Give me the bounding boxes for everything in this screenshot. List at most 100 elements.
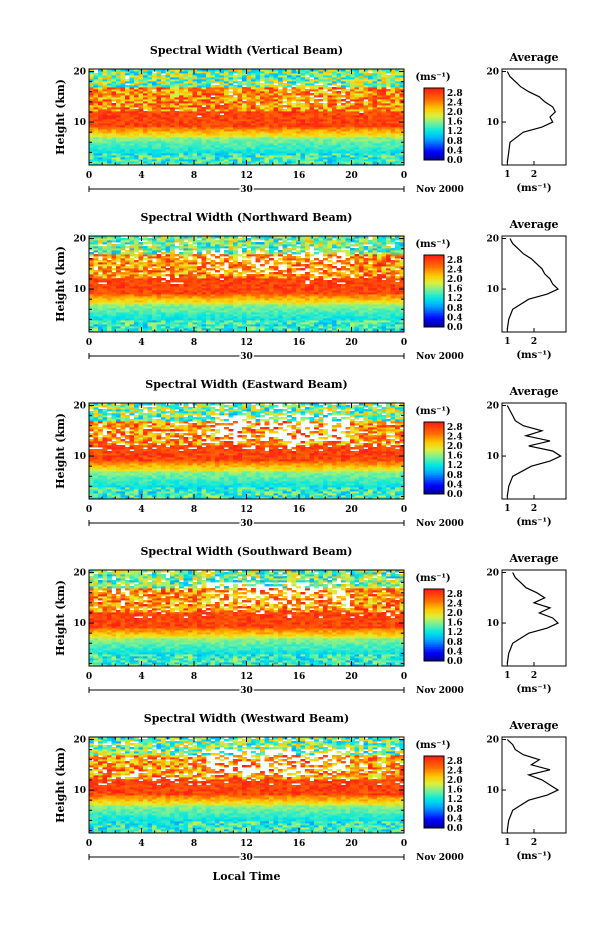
heatmap-cell — [224, 101, 229, 104]
heatmap-cell — [165, 326, 171, 329]
heatmap-cell — [395, 328, 400, 331]
heatmap-cell — [242, 290, 247, 293]
heatmap-cell — [399, 89, 405, 92]
heatmap-cell — [138, 113, 144, 116]
heatmap-cell — [125, 330, 130, 333]
heatmap-cell — [102, 141, 108, 144]
heatmap-cell — [170, 151, 175, 154]
heatmap-cell — [273, 322, 279, 325]
heatmap-cell — [368, 326, 373, 329]
heatmap-cell — [143, 75, 148, 78]
heatmap-cell — [242, 93, 247, 96]
heatmap-cell — [242, 129, 247, 132]
heatmap-cell — [120, 133, 126, 136]
heatmap-cell — [170, 314, 175, 317]
heatmap-cell — [120, 163, 126, 166]
x-tick-label: 8 — [191, 171, 197, 181]
heatmap-cell — [309, 314, 315, 317]
heatmap-cell — [296, 326, 301, 329]
heatmap-cell — [345, 300, 351, 303]
heatmap-cell — [354, 131, 360, 134]
heatmap-cell — [269, 113, 274, 116]
heatmap-cell — [102, 312, 108, 315]
heatmap-cell — [278, 103, 283, 106]
heatmap-cell — [120, 143, 126, 146]
heatmap-cell — [192, 322, 198, 325]
heatmap-cell — [156, 159, 162, 162]
heatmap-cell — [120, 318, 126, 321]
heatmap-cell — [233, 93, 238, 96]
heatmap-cell — [93, 153, 99, 156]
heatmap-cell — [183, 91, 189, 94]
heatmap-cell — [318, 103, 324, 106]
heatmap-cell — [318, 111, 324, 114]
heatmap-cell — [242, 292, 247, 295]
heatmap-cell — [345, 73, 351, 76]
heatmap-cell — [161, 306, 166, 309]
heatmap-cell — [170, 83, 175, 86]
heatmap-cell — [350, 288, 355, 291]
heatmap-cell — [192, 145, 198, 148]
heatmap-cell — [395, 296, 400, 299]
heatmap-cell — [120, 103, 126, 106]
heatmap-cell — [242, 326, 247, 329]
heatmap-cell — [89, 99, 94, 102]
heatmap-cell — [224, 87, 229, 90]
heatmap-cell — [377, 147, 382, 150]
heatmap-cell — [359, 97, 364, 100]
heatmap-cell — [93, 147, 99, 150]
heatmap-cell — [224, 105, 229, 108]
heatmap-cell — [251, 322, 256, 325]
heatmap-cell — [345, 75, 351, 78]
heatmap-cell — [359, 290, 364, 293]
heatmap-cell — [350, 89, 355, 92]
heatmap-cell — [179, 320, 184, 323]
heatmap-cell — [269, 308, 274, 311]
heatmap-cell — [237, 292, 243, 295]
heatmap-cell — [129, 97, 135, 100]
heatmap-cell — [246, 137, 252, 140]
heatmap-cell — [111, 71, 117, 74]
heatmap-cell — [143, 328, 148, 331]
heatmap-cell — [273, 302, 279, 305]
heatmap-cell — [251, 292, 256, 295]
heatmap-cell — [210, 314, 216, 317]
heatmap-cell — [206, 324, 211, 327]
heatmap-cell — [242, 75, 247, 78]
heatmap-cell — [120, 69, 126, 72]
heatmap-cell — [179, 121, 184, 124]
heatmap-cell — [368, 101, 373, 104]
heatmap-cell — [368, 103, 373, 106]
heatmap-cell — [98, 302, 103, 305]
heatmap-cell — [305, 119, 310, 122]
heatmap-cell — [129, 308, 135, 311]
heatmap-cell — [336, 163, 342, 166]
heatmap-cell — [102, 143, 108, 146]
heatmap-cell — [350, 159, 355, 162]
heatmap-cell — [111, 119, 117, 122]
heatmap-cell — [116, 318, 121, 321]
heatmap-cell — [161, 71, 166, 74]
heatmap-cell — [98, 95, 103, 98]
heatmap-cell — [305, 85, 310, 88]
heatmap-cell — [246, 318, 252, 321]
heatmap-cell — [228, 69, 234, 72]
heatmap-cell — [327, 111, 333, 114]
heatmap-cell — [161, 101, 166, 104]
heatmap-cell — [215, 330, 220, 333]
heatmap-cell — [323, 115, 328, 118]
heatmap-cell — [386, 153, 391, 156]
heatmap-cell — [242, 77, 247, 80]
heatmap-cell — [210, 296, 216, 299]
heatmap-cell — [170, 326, 175, 329]
heatmap-cell — [269, 75, 274, 78]
heatmap-cell — [179, 159, 184, 162]
heatmap-cell — [192, 125, 198, 128]
heatmap-cell — [390, 91, 396, 94]
heatmap-cell — [260, 328, 265, 331]
heatmap-cell — [309, 127, 315, 130]
colorbar-segment — [424, 115, 444, 118]
heatmap-cell — [372, 135, 378, 138]
heatmap-cell — [251, 109, 256, 112]
heatmap-cell — [228, 127, 234, 130]
